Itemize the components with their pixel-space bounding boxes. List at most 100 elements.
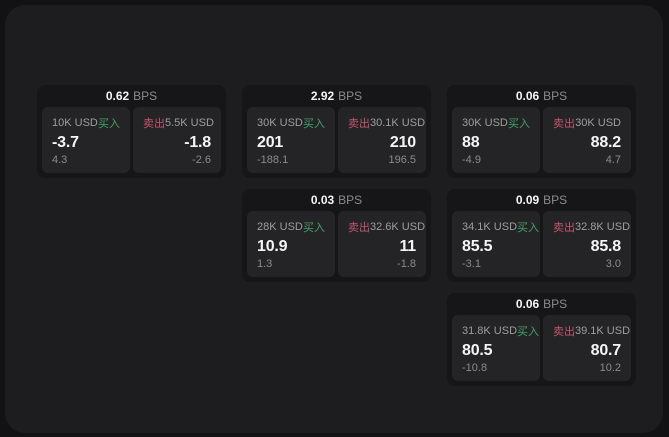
sell-top-row: 卖出 30.1K USD — [348, 115, 425, 131]
buy-price: -3.7 — [52, 133, 79, 151]
buy-panel[interactable]: 28K USD 买入 10.9 1.3 — [247, 211, 335, 277]
buy-delta: -4.9 — [462, 154, 481, 166]
bps-unit-label: BPS — [543, 89, 568, 103]
sell-price: 80.7 — [590, 341, 622, 359]
sell-amount: 32.6K USD — [370, 221, 426, 233]
bps-unit-label: BPS — [338, 193, 363, 207]
quote-card: 0.06 BPS 30K USD 买入 88 -4.9 卖出 30K USD 8… — [447, 85, 636, 178]
sell-price: 11 — [399, 237, 416, 255]
buy-panel[interactable]: 10K USD 买入 -3.7 4.3 — [42, 107, 130, 173]
sell-delta: 10.2 — [599, 362, 621, 374]
sell-top-row: 卖出 32.8K USD — [553, 219, 630, 235]
buy-price: 10.9 — [257, 237, 288, 255]
buy-side-label: 买入 — [517, 222, 540, 234]
buy-top-row: 31.8K USD 买入 — [462, 323, 539, 339]
card-header: 0.03 BPS — [247, 189, 426, 211]
buy-top-row: 28K USD 买入 — [257, 219, 325, 235]
sell-side-label: 卖出 — [553, 326, 575, 338]
sell-side-label: 卖出 — [348, 118, 370, 130]
sell-top-row: 卖出 39.1K USD — [553, 323, 630, 339]
spread-bps-value: 0.06 — [515, 297, 540, 311]
quote-card: 0.03 BPS 28K USD 买入 10.9 1.3 卖出 32.6K US… — [242, 189, 431, 282]
sell-panel[interactable]: 卖出 5.5K USD -1.8 -2.6 — [133, 107, 221, 173]
spread-bps-value: 0.62 — [105, 89, 130, 103]
buy-side-label: 买入 — [303, 118, 325, 130]
sell-amount: 32.8K USD — [575, 221, 631, 233]
sell-side-label: 卖出 — [143, 118, 165, 130]
sell-price: 85.8 — [590, 237, 622, 255]
buy-panel[interactable]: 30K USD 买入 88 -4.9 — [452, 107, 540, 173]
sell-panel[interactable]: 卖出 32.8K USD 85.8 3.0 — [543, 211, 631, 277]
sell-top-row: 卖出 30K USD — [553, 115, 621, 131]
buy-top-row: 10K USD 买入 — [52, 115, 120, 131]
sell-price: 210 — [389, 133, 416, 151]
buy-side-label: 买入 — [303, 222, 325, 234]
sell-panel[interactable]: 卖出 39.1K USD 80.7 10.2 — [543, 315, 631, 381]
card-body: 31.8K USD 买入 80.5 -10.8 卖出 39.1K USD 80.… — [452, 315, 631, 381]
sell-amount: 39.1K USD — [575, 325, 631, 337]
sell-amount: 30.1K USD — [370, 117, 426, 129]
buy-delta: -188.1 — [257, 154, 289, 166]
sell-delta: 4.7 — [605, 154, 621, 166]
card-header: 0.09 BPS — [452, 189, 631, 211]
sell-delta: 196.5 — [388, 154, 416, 166]
buy-amount: 30K USD — [462, 117, 508, 129]
card-body: 30K USD 买入 201 -188.1 卖出 30.1K USD 210 1… — [247, 107, 426, 173]
main-panel: 0.62 BPS 10K USD 买入 -3.7 4.3 卖出 5.5K USD… — [5, 5, 663, 433]
spread-bps-value: 0.06 — [515, 89, 540, 103]
sell-side-label: 卖出 — [553, 222, 575, 234]
card-header: 2.92 BPS — [247, 85, 426, 107]
buy-panel[interactable]: 31.8K USD 买入 80.5 -10.8 — [452, 315, 540, 381]
buy-amount: 31.8K USD — [462, 325, 518, 337]
quote-card: 0.62 BPS 10K USD 买入 -3.7 4.3 卖出 5.5K USD… — [37, 85, 226, 178]
card-header: 0.06 BPS — [452, 85, 631, 107]
buy-delta: 4.3 — [52, 154, 68, 166]
sell-side-label: 卖出 — [348, 222, 370, 234]
spread-bps-value: 0.09 — [515, 193, 540, 207]
bps-unit-label: BPS — [543, 297, 568, 311]
quote-card: 0.06 BPS 31.8K USD 买入 80.5 -10.8 卖出 39.1… — [447, 293, 636, 386]
sell-panel[interactable]: 卖出 30.1K USD 210 196.5 — [338, 107, 426, 173]
buy-amount: 30K USD — [257, 117, 303, 129]
quote-card: 2.92 BPS 30K USD 买入 201 -188.1 卖出 30.1K … — [242, 85, 431, 178]
buy-top-row: 34.1K USD 买入 — [462, 219, 539, 235]
sell-delta: 3.0 — [605, 258, 621, 270]
buy-amount: 28K USD — [257, 221, 303, 233]
card-header: 0.62 BPS — [42, 85, 221, 107]
sell-amount: 5.5K USD — [165, 117, 214, 129]
card-body: 30K USD 买入 88 -4.9 卖出 30K USD 88.2 4.7 — [452, 107, 631, 173]
buy-amount: 10K USD — [52, 117, 98, 129]
sell-top-row: 卖出 5.5K USD — [143, 115, 214, 131]
buy-delta: -3.1 — [462, 258, 481, 270]
buy-price: 80.5 — [462, 341, 493, 359]
sell-price: -1.8 — [184, 133, 211, 151]
buy-amount: 34.1K USD — [462, 221, 518, 233]
bps-unit-label: BPS — [338, 89, 363, 103]
spread-bps-value: 2.92 — [310, 89, 335, 103]
sell-panel[interactable]: 卖出 32.6K USD 11 -1.8 — [338, 211, 426, 277]
card-header: 0.06 BPS — [452, 293, 631, 315]
sell-price: 88.2 — [590, 133, 622, 151]
sell-panel[interactable]: 卖出 30K USD 88.2 4.7 — [543, 107, 631, 173]
sell-top-row: 卖出 32.6K USD — [348, 219, 425, 235]
buy-panel[interactable]: 30K USD 买入 201 -188.1 — [247, 107, 335, 173]
buy-side-label: 买入 — [98, 118, 120, 130]
card-body: 34.1K USD 买入 85.5 -3.1 卖出 32.8K USD 85.8… — [452, 211, 631, 277]
buy-price: 85.5 — [462, 237, 493, 255]
bps-unit-label: BPS — [543, 193, 568, 207]
quote-card: 0.09 BPS 34.1K USD 买入 85.5 -3.1 卖出 32.8K… — [447, 189, 636, 282]
cards-grid: 0.62 BPS 10K USD 买入 -3.7 4.3 卖出 5.5K USD… — [37, 85, 636, 386]
spread-bps-value: 0.03 — [310, 193, 335, 207]
buy-panel[interactable]: 34.1K USD 买入 85.5 -3.1 — [452, 211, 540, 277]
sell-amount: 30K USD — [575, 117, 621, 129]
buy-top-row: 30K USD 买入 — [462, 115, 530, 131]
bps-unit-label: BPS — [133, 89, 158, 103]
buy-top-row: 30K USD 买入 — [257, 115, 325, 131]
sell-delta: -1.8 — [397, 258, 416, 270]
sell-delta: -2.6 — [192, 154, 211, 166]
buy-side-label: 买入 — [508, 118, 530, 130]
card-body: 10K USD 买入 -3.7 4.3 卖出 5.5K USD -1.8 -2.… — [42, 107, 221, 173]
buy-price: 88 — [462, 133, 480, 151]
buy-price: 201 — [257, 133, 284, 151]
